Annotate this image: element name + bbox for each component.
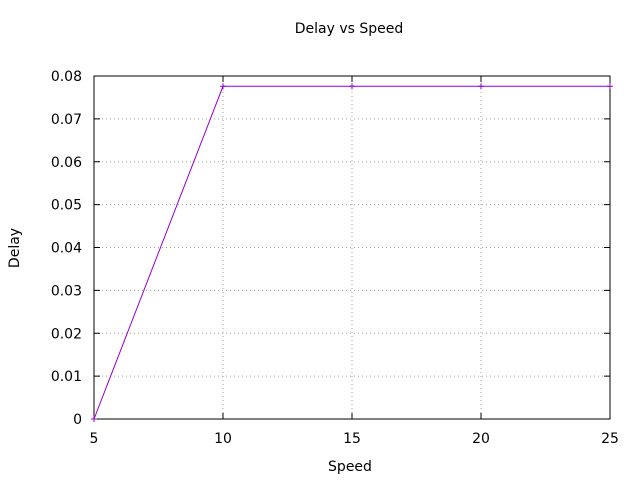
y-tick-label: 0.04 — [51, 241, 82, 257]
y-tick-label: 0.05 — [51, 198, 82, 214]
grid — [94, 76, 610, 419]
x-tick-label: 25 — [601, 431, 619, 447]
y-tick-label: 0.08 — [51, 69, 82, 85]
y-tick-label: 0.06 — [51, 155, 82, 171]
plot-frame — [93, 75, 611, 420]
y-axis-tick-labels: 0 0.01 0.02 0.03 0.04 0.05 0.06 0.07 0.08 — [51, 69, 82, 428]
data-point — [478, 83, 484, 90]
y-tick-label: 0.03 — [51, 283, 82, 299]
x-axis-label: Speed — [328, 459, 372, 475]
x-tick-label: 20 — [472, 431, 490, 447]
y-tick-label: 0.07 — [51, 112, 82, 128]
y-tick-label: 0.01 — [51, 369, 82, 385]
chart-title: Delay vs Speed — [295, 21, 404, 37]
y-axis-label: Delay — [7, 228, 23, 268]
x-axis-tick-labels: 5 10 15 20 25 — [90, 431, 619, 447]
y-tick-label: 0 — [73, 412, 82, 428]
data-point — [220, 83, 226, 90]
x-tick-label: 10 — [214, 431, 232, 447]
axis-ticks — [93, 75, 611, 420]
x-tick-label: 5 — [90, 431, 99, 447]
data-point — [607, 83, 613, 90]
x-tick-label: 15 — [343, 431, 361, 447]
series-layer — [91, 83, 613, 422]
data-point — [91, 416, 97, 422]
y-tick-label: 0.02 — [51, 326, 82, 342]
data-point — [349, 83, 355, 90]
